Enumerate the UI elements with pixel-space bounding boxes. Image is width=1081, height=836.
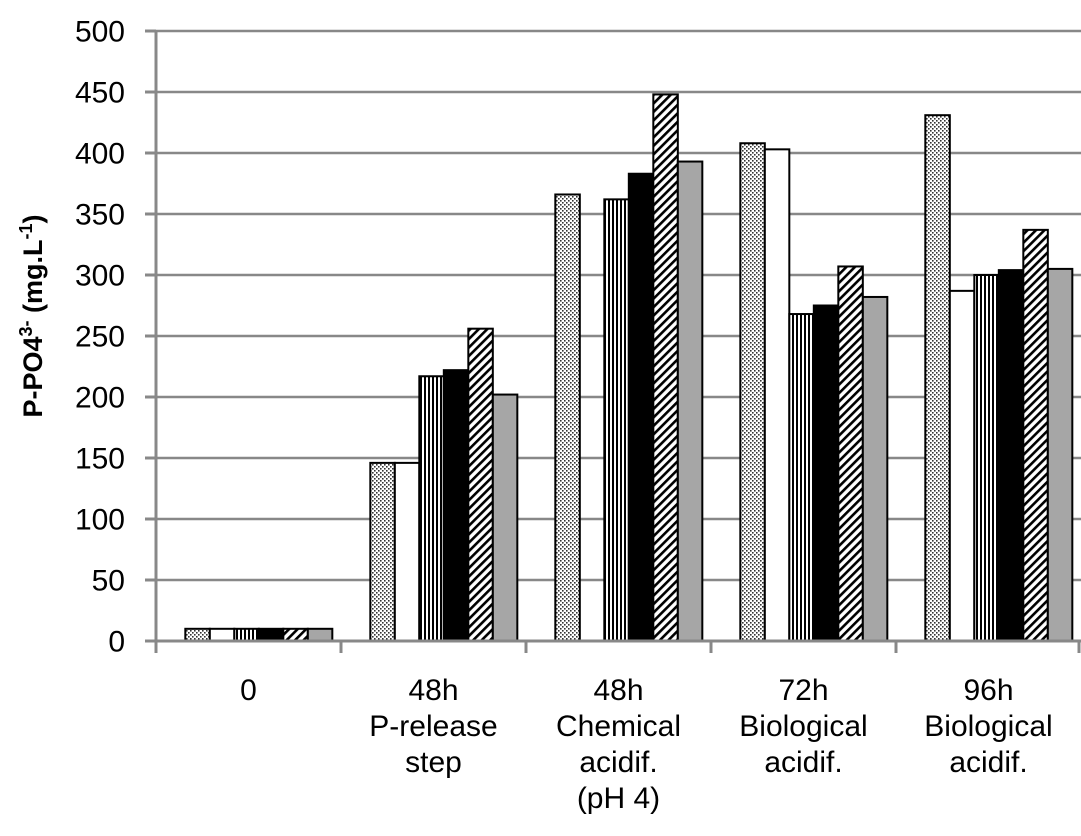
x-category-label: 96h [963,674,1013,707]
bar-dots [924,114,951,643]
y-tick-label: 150 [75,443,125,476]
bar-diagonal-hatch [282,627,309,642]
y-axis-label-sup2: -1 [16,223,36,239]
y-tick-label: 500 [75,16,125,49]
x-category-label: P-release [369,710,497,743]
bar-dots [184,627,211,642]
bar-gray [1046,267,1074,642]
bar-black [627,172,655,643]
y-tick-labels: 0 50 100 150 200 250 300 350 400 450 500 [75,16,125,659]
bar-black [812,304,840,642]
y-axis-label-end: ) [18,214,48,223]
bar-diagonal-hatch [1022,228,1049,643]
x-category-label: 48h [593,674,643,707]
axes [145,29,1081,653]
bar-vertical-lines [233,627,260,642]
bar-gray [306,627,334,642]
bar-dots [554,193,581,642]
bar-diagonal-hatch [652,93,679,642]
y-tick-label: 200 [75,382,125,415]
bar-diagonal-hatch [467,327,494,642]
x-category-label: acidif. [579,746,657,779]
x-category-label: acidif. [764,746,842,779]
bar-white [763,148,791,642]
bars [184,93,1074,643]
x-category-label: Biological [739,710,867,743]
bar-gray [676,160,704,642]
bar-dots [739,142,766,643]
y-tick-label: 350 [75,199,125,232]
bar-vertical-lines [603,198,630,643]
bar-vertical-lines [973,274,1000,642]
bar-dots [369,461,396,642]
bar-white [393,461,421,642]
bar-white [948,289,976,642]
y-tick-label: 400 [75,138,125,171]
y-tick-label: 450 [75,77,125,110]
bar-white [208,627,236,642]
bar-vertical-lines [418,375,445,642]
bar-black [997,269,1025,642]
y-tick-label: 300 [75,260,125,293]
x-category-label: 72h [778,674,828,707]
x-category-label: step [405,746,462,779]
y-tick-label: 0 [108,626,125,659]
bar-black [257,627,285,642]
x-category-label: Biological [924,710,1052,743]
bar-gray [861,295,889,642]
y-tick-label: 250 [75,321,125,354]
x-category-label: acidif. [949,746,1027,779]
bar-black [442,369,470,642]
y-axis-label-sup1: 3- [16,320,36,336]
x-category-label: 0 [240,674,257,707]
bar-diagonal-hatch [837,265,864,642]
y-axis-label-main: P-PO4 [18,337,48,418]
y-axis-label-mid: (mg.L [18,239,48,320]
x-category-label: 48h [408,674,458,707]
x-category-label: (pH 4) [577,782,660,815]
y-tick-label: 50 [92,565,125,598]
y-axis-label: P-PO43- (mg.L-1) [16,214,48,417]
bar-vertical-lines [788,313,815,642]
bar-gray [491,393,519,642]
y-tick-label: 100 [75,504,125,537]
x-category-label: Chemical [556,710,681,743]
